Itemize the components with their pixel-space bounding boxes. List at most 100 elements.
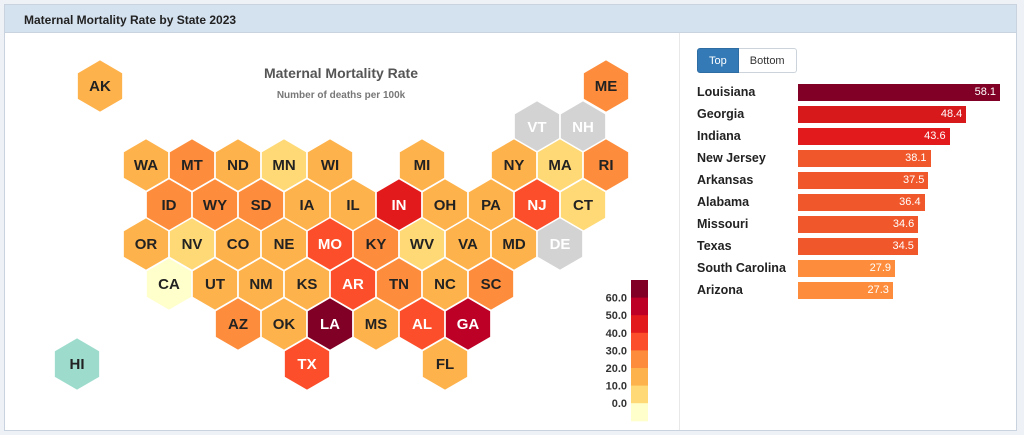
legend-tick-label: 0.0 <box>612 398 627 410</box>
hex-label-ct: CT <box>573 197 593 214</box>
legend-tick-label: 40.0 <box>606 328 627 340</box>
hex-label-la: LA <box>320 316 340 333</box>
ranking-bar: 34.6 <box>798 216 919 233</box>
hex-label-ri: RI <box>599 157 614 174</box>
hex-label-pa: PA <box>481 197 501 214</box>
legend-swatch <box>631 332 648 351</box>
hex-label-ny: NY <box>504 157 525 174</box>
hex-tiles: AK ME VT NH WA MT ND MN WI MI NY MA RI ID WY SD IA IL IN OH… <box>53 58 630 392</box>
hex-label-fl: FL <box>436 356 454 373</box>
hex-label-mn: MN <box>272 157 295 174</box>
hex-label-ar: AR <box>342 276 364 293</box>
hex-label-hi: HI <box>70 356 85 373</box>
hex-label-mo: MO <box>318 236 342 253</box>
hex-tx[interactable] <box>283 336 331 392</box>
hex-label-nj: NJ <box>527 197 546 214</box>
ranking-bar-value: 37.5 <box>902 174 925 186</box>
hex-fl[interactable] <box>421 336 469 392</box>
ranking-bar: 34.5 <box>798 238 918 255</box>
hex-label-sd: SD <box>251 197 272 214</box>
map-title: Maternal Mortality Rate <box>264 65 418 81</box>
ranking-state-name: New Jersey <box>697 151 766 165</box>
ranking-bar: 27.3 <box>798 282 893 299</box>
hex-label-nd: ND <box>227 157 249 174</box>
tab-top[interactable]: Top <box>697 48 739 73</box>
hex-label-az: AZ <box>228 316 248 333</box>
hex-hi[interactable] <box>53 336 101 392</box>
ranking-state-name: Arizona <box>697 283 743 297</box>
hex-label-al: AL <box>412 316 432 333</box>
ranking-state-name: Arkansas <box>697 173 754 187</box>
legend-swatch <box>631 297 648 316</box>
legend-swatch <box>631 280 648 299</box>
tab-bottom[interactable]: Bottom <box>738 48 797 73</box>
ranking-bar: 36.4 <box>798 194 925 211</box>
hex-label-wi: WI <box>321 157 339 174</box>
ranking-state-name: Alabama <box>697 195 750 209</box>
hex-label-me: ME <box>595 78 618 95</box>
ranking-state-name: Indiana <box>697 129 741 143</box>
hex-label-nv: NV <box>182 236 203 253</box>
ranking-bar-value: 27.9 <box>869 262 891 274</box>
ranking-bar-value: 34.5 <box>892 240 914 252</box>
hex-label-wa: WA <box>134 157 158 174</box>
legend-swatch <box>631 403 648 422</box>
hex-label-tx: TX <box>297 356 316 373</box>
color-legend: 60.0 50.0 40.0 30.0 20.0 10.0 0.0 <box>606 280 648 422</box>
hex-label-ia: IA <box>300 197 315 214</box>
ranking-bar-value: 38.1 <box>905 152 927 164</box>
ranking-row: Texas 34.5 <box>697 236 1002 258</box>
hex-label-ms: MS <box>365 316 388 333</box>
legend-swatch <box>631 385 648 404</box>
hex-label-wy: WY <box>203 197 227 214</box>
ranking-bar: 38.1 <box>798 150 931 167</box>
hex-label-ga: GA <box>457 316 480 333</box>
hex-label-nc: NC <box>434 276 456 293</box>
ranking-state-name: Georgia <box>697 107 745 121</box>
hex-label-ca: CA <box>158 276 180 293</box>
hex-label-ne: NE <box>274 236 295 253</box>
ranking-bar-value: 43.6 <box>924 130 946 142</box>
ranking-row: Alabama 36.4 <box>697 192 1002 214</box>
ranking-row: Arkansas 37.5 <box>697 170 1002 192</box>
legend-tick-label: 50.0 <box>606 310 627 322</box>
panel-title: Maternal Mortality Rate by State 2023 <box>5 5 1016 33</box>
legend-swatch <box>631 350 648 369</box>
ranking-row: New Jersey 38.1 <box>697 148 1002 170</box>
hex-label-de: DE <box>550 236 571 253</box>
ranking-state-name: Texas <box>697 239 732 253</box>
hex-label-sc: SC <box>481 276 502 293</box>
ranking-state-name: South Carolina <box>697 261 786 275</box>
hex-de[interactable] <box>536 216 584 272</box>
legend-tick-label: 10.0 <box>606 381 627 393</box>
panel-divider <box>679 33 680 430</box>
hex-label-mt: MT <box>181 157 203 174</box>
hex-label-mi: MI <box>414 157 431 174</box>
ranking-bar: 58.1 <box>798 84 1000 101</box>
hex-ak[interactable] <box>76 58 124 114</box>
legend-swatch <box>631 315 648 334</box>
hex-label-il: IL <box>346 197 359 214</box>
hex-label-ak: AK <box>89 78 111 95</box>
ranking-bar-value: 27.3 <box>867 284 889 296</box>
hex-label-co: CO <box>227 236 250 253</box>
hex-label-or: OR <box>135 236 158 253</box>
map-subtitle: Number of deaths per 100k <box>277 90 406 101</box>
hex-label-md: MD <box>502 236 525 253</box>
hex-me[interactable] <box>582 58 630 114</box>
hex-label-ky: KY <box>366 236 387 253</box>
ranking-state-name: Missouri <box>697 217 749 231</box>
hex-label-id: ID <box>162 197 177 214</box>
hex-label-nh: NH <box>572 119 594 136</box>
hex-label-vt: VT <box>527 119 546 136</box>
ranking-bar: 37.5 <box>798 172 929 189</box>
hex-label-va: VA <box>458 236 478 253</box>
hex-label-wv: WV <box>410 236 434 253</box>
ranking-bar: 27.9 <box>798 260 895 277</box>
ranking-bar: 48.4 <box>798 106 967 123</box>
ranking-row: Indiana 43.6 <box>697 126 1002 148</box>
hex-label-nm: NM <box>249 276 272 293</box>
ranking-bar-value: 48.4 <box>940 108 963 120</box>
hex-label-in: IN <box>392 197 407 214</box>
ranking-row: Arizona 27.3 <box>697 280 1002 302</box>
